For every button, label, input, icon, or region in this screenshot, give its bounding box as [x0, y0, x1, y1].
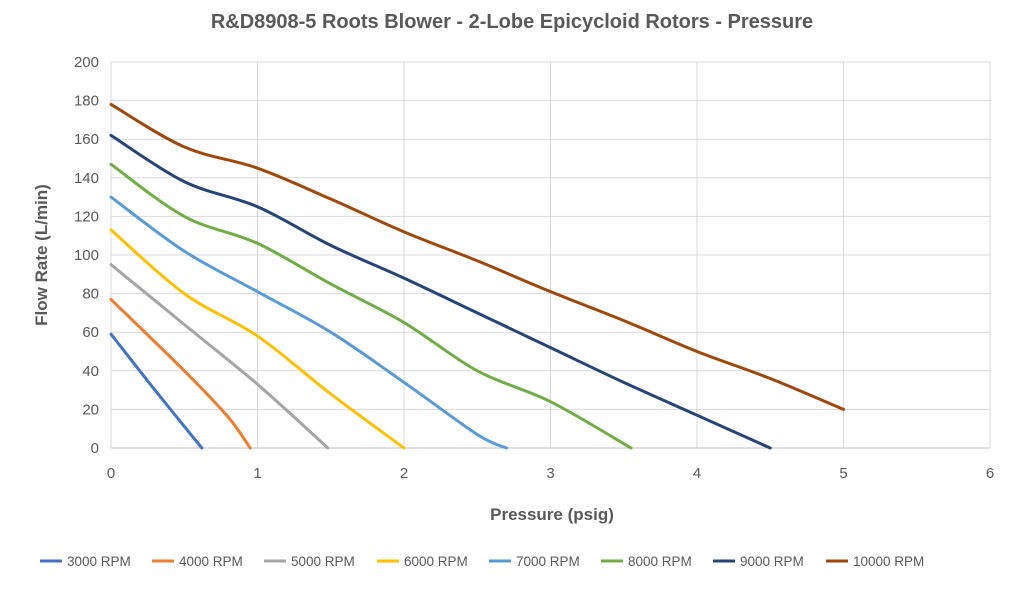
legend-label: 9000 RPM: [740, 554, 804, 569]
x-tick-labels: 0 1 2 3 4 5 6: [107, 465, 994, 482]
x-tick-label: 5: [839, 465, 847, 482]
series-line-10000-rpm: [109, 102, 845, 411]
legend-item: 7000 RPM: [489, 554, 580, 569]
legend-label: 6000 RPM: [404, 554, 468, 569]
y-tick-label: 200: [74, 54, 99, 71]
x-tick-label: 4: [693, 465, 701, 482]
y-tick-label: 120: [74, 208, 99, 225]
y-tick-label: 100: [74, 247, 99, 264]
legend: 3000 RPM 4000 RPM 5000 RPM 6000 RPM 7000 RPM…: [40, 554, 924, 569]
series-line-8000-rpm: [109, 162, 633, 450]
series-line-4000-rpm: [109, 297, 252, 450]
x-tick-label: 3: [546, 465, 554, 482]
y-tick-label: 160: [74, 131, 99, 148]
legend-item: 10000 RPM: [826, 554, 924, 569]
x-axis-label: Pressure (psig): [490, 505, 614, 524]
y-tick-label: 140: [74, 170, 99, 187]
legend-item: 6000 RPM: [377, 554, 468, 569]
legend-label: 8000 RPM: [628, 554, 692, 569]
y-tick-label: 180: [74, 93, 99, 110]
series-lines: [109, 102, 845, 450]
series-line-3000-rpm: [109, 332, 204, 450]
y-axis-label: Flow Rate (L/min): [32, 184, 51, 326]
legend-item: 5000 RPM: [264, 554, 355, 569]
series-line-9000-rpm: [109, 133, 772, 450]
x-tick-label: 0: [107, 465, 115, 482]
series-line-7000-rpm: [109, 195, 509, 450]
y-tick-label: 20: [82, 401, 99, 418]
y-tick-label: 0: [91, 440, 99, 457]
x-tick-label: 6: [986, 465, 994, 482]
legend-label: 3000 RPM: [67, 554, 131, 569]
y-tick-label: 80: [82, 286, 99, 303]
x-tick-label: 2: [400, 465, 408, 482]
gridlines: [110, 61, 991, 449]
chart-title: R&D8908-5 Roots Blower - 2-Lobe Epicyclo…: [211, 11, 813, 33]
series-line-5000-rpm: [109, 263, 330, 450]
legend-item: 4000 RPM: [152, 554, 243, 569]
x-tick-label: 1: [253, 465, 261, 482]
legend-label: 7000 RPM: [516, 554, 580, 569]
legend-item: 8000 RPM: [601, 554, 692, 569]
legend-item: 9000 RPM: [713, 554, 804, 569]
legend-label: 5000 RPM: [291, 554, 355, 569]
legend-item: 3000 RPM: [40, 554, 131, 569]
y-tick-labels: 0 20 40 60 80 100 120 140 160 180 200: [74, 54, 99, 457]
y-tick-label: 60: [82, 324, 99, 341]
series-line-6000-rpm: [109, 228, 406, 450]
legend-label: 10000 RPM: [853, 554, 924, 569]
y-tick-label: 40: [82, 363, 99, 380]
legend-label: 4000 RPM: [179, 554, 243, 569]
